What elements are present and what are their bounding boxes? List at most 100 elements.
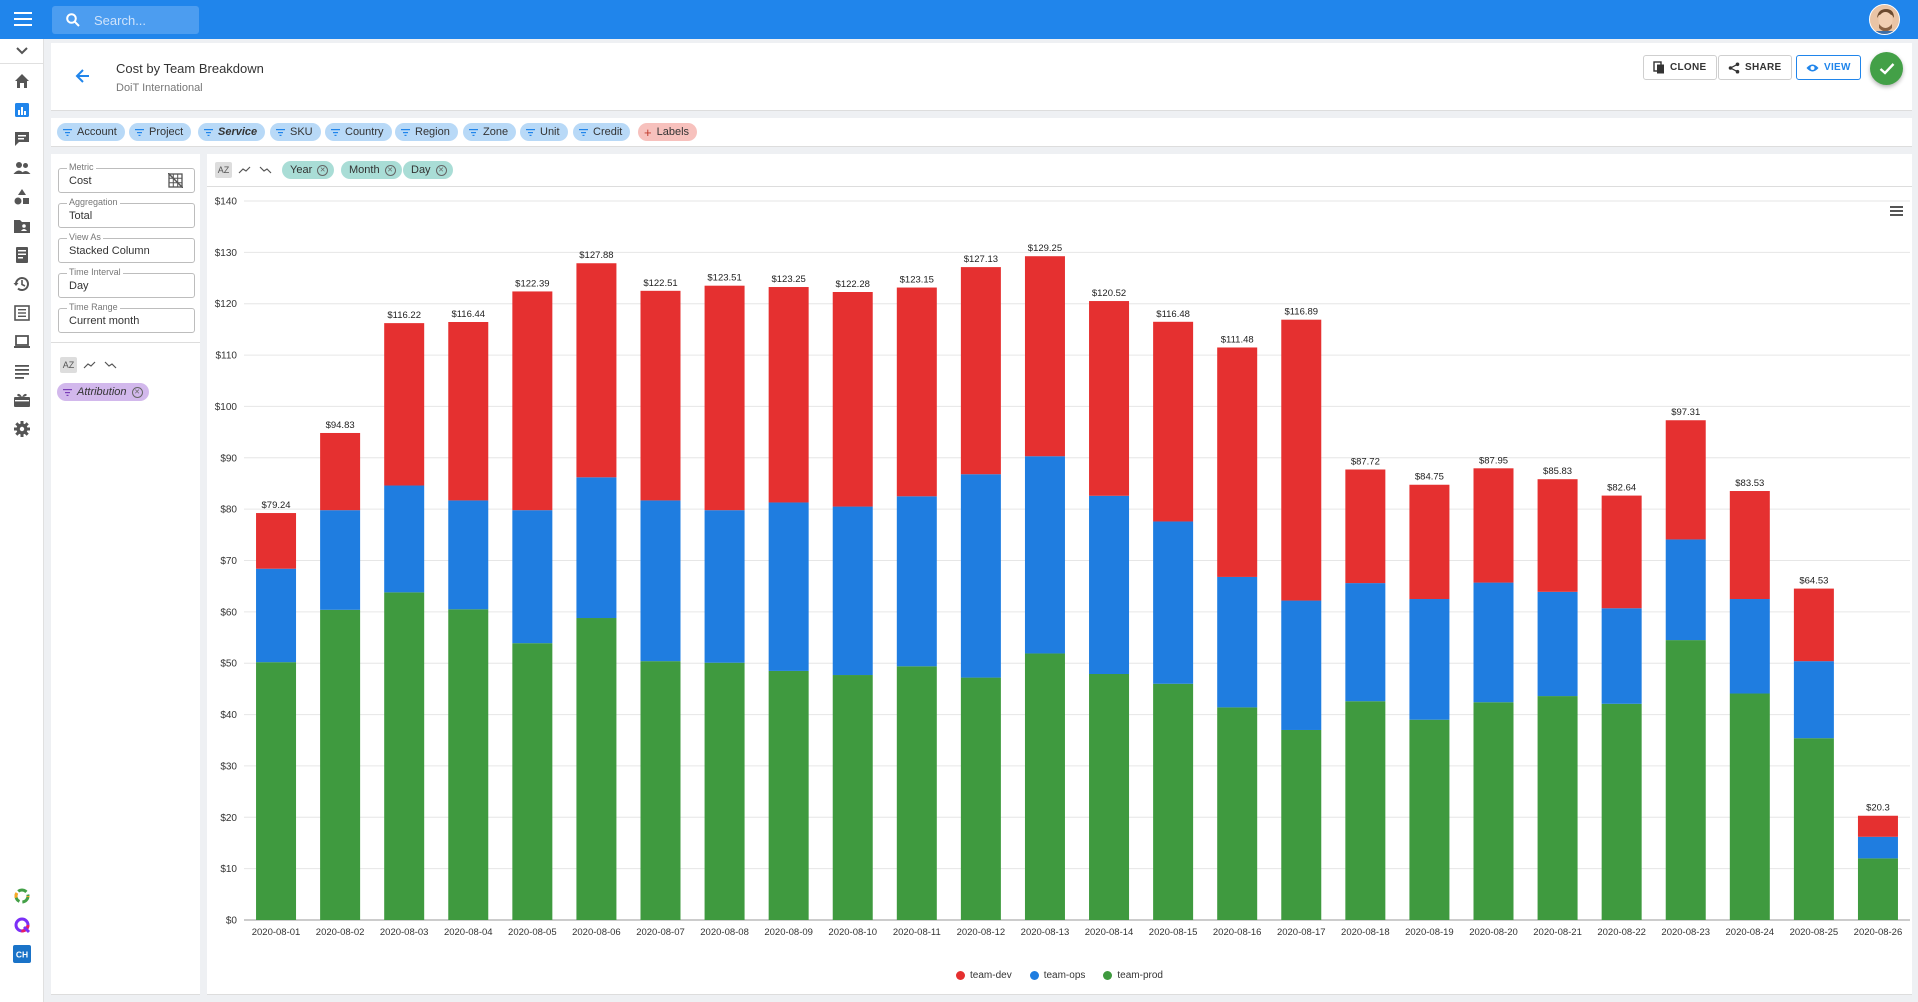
save-check-button[interactable]: [1870, 52, 1903, 85]
filter-chip-zone[interactable]: Zone: [463, 123, 517, 141]
filter-chip-service[interactable]: Service: [198, 123, 266, 141]
reports-icon[interactable]: [13, 101, 31, 119]
search-icon: [66, 13, 80, 27]
bar-total-label: $79.24: [262, 500, 291, 511]
legend-swatch: [1103, 971, 1113, 980]
filter-chip-credit[interactable]: Credit: [573, 123, 631, 141]
people-icon[interactable]: [13, 159, 31, 177]
filter-icon: [526, 128, 535, 136]
laptop-icon[interactable]: [13, 333, 31, 351]
ring-logo-icon[interactable]: [13, 887, 31, 905]
sort-asc-button[interactable]: [236, 162, 253, 178]
bar-segment-team-prod: [512, 643, 553, 920]
grid-off-icon[interactable]: [168, 173, 183, 188]
y-tick-label: $10: [220, 864, 237, 875]
row-chip-day[interactable]: Day ✕: [403, 161, 453, 179]
bar-segment-team-dev: [1857, 815, 1898, 837]
legend-item-team-ops[interactable]: team-ops: [1029, 970, 1085, 981]
back-arrow-icon[interactable]: [73, 66, 93, 86]
filter-chip-account[interactable]: Account: [57, 123, 125, 141]
filter-icon: [276, 128, 285, 136]
sort-desc-button[interactable]: [257, 162, 274, 178]
y-tick-label: $40: [220, 710, 237, 721]
chart-menu-icon[interactable]: [1890, 206, 1903, 217]
remove-chip-icon[interactable]: ✕: [435, 164, 447, 176]
filter-chip-project[interactable]: Project: [129, 123, 192, 141]
bar-segment-team-dev: [1089, 301, 1130, 496]
bar-segment-team-prod: [1153, 683, 1194, 920]
trending-down-icon: [259, 166, 272, 174]
ch-logo-icon[interactable]: CH: [13, 945, 31, 963]
sort-az-button[interactable]: AZ: [60, 357, 77, 373]
filter-chip-label: Project: [149, 126, 184, 138]
metric-select[interactable]: Metric Cost: [58, 162, 195, 193]
labels-chip[interactable]: + Labels: [638, 123, 698, 141]
bar-segment-team-prod: [1281, 729, 1322, 920]
view-button[interactable]: VIEW: [1796, 55, 1861, 80]
plus-icon: +: [644, 124, 652, 140]
bar-segment-team-prod: [1024, 653, 1065, 920]
legend-item-team-prod[interactable]: team-prod: [1103, 970, 1163, 981]
y-tick-label: $50: [220, 659, 237, 670]
search-input[interactable]: [94, 11, 194, 29]
q-logo-icon[interactable]: [13, 916, 31, 934]
bar-segment-team-dev: [448, 321, 489, 501]
legend-label: team-dev: [970, 970, 1012, 981]
x-tick-label: 2020-08-15: [1149, 927, 1198, 938]
receipt-icon[interactable]: [13, 246, 31, 264]
bar-total-label: $116.48: [1156, 309, 1190, 320]
list-icon[interactable]: [13, 304, 31, 322]
row-chip-month[interactable]: Month ✕: [341, 161, 402, 179]
y-tick-label: $90: [220, 453, 237, 464]
page-subtitle: DoiT International: [116, 82, 203, 94]
y-tick-label: $0: [226, 916, 238, 927]
chevron-down-icon[interactable]: [15, 46, 29, 56]
aggregation-select[interactable]: Aggregation Total: [58, 197, 195, 228]
gift-icon[interactable]: [13, 391, 31, 409]
menu-icon[interactable]: [14, 12, 32, 26]
filter-chip-region[interactable]: Region: [395, 123, 458, 141]
attribution-chip[interactable]: Attribution ✕: [57, 383, 149, 401]
time-range-select[interactable]: Time Range Current month: [58, 302, 195, 333]
home-icon[interactable]: [13, 72, 31, 90]
time-interval-select[interactable]: Time Interval Day: [58, 267, 195, 298]
shapes-icon[interactable]: [13, 188, 31, 206]
bar-segment-team-ops: [1473, 582, 1514, 703]
bar-segment-team-dev: [832, 292, 873, 507]
clone-button[interactable]: CLONE: [1643, 55, 1717, 80]
sort-asc-button[interactable]: [81, 357, 98, 373]
chat-icon[interactable]: [13, 130, 31, 148]
x-tick-label: 2020-08-08: [700, 927, 749, 938]
history-icon[interactable]: [13, 275, 31, 293]
remove-chip-icon[interactable]: ✕: [131, 386, 143, 398]
bar-segment-team-dev: [1537, 479, 1578, 592]
bar-total-label: $111.48: [1221, 334, 1254, 345]
bar-segment-team-dev: [896, 287, 937, 497]
legend-swatch: [1029, 971, 1039, 980]
filter-chip-country[interactable]: Country: [325, 123, 392, 141]
remove-chip-icon[interactable]: ✕: [317, 164, 329, 176]
search-box[interactable]: [52, 6, 199, 34]
filter-chip-sku[interactable]: SKU: [270, 123, 321, 141]
field-value: Total: [69, 210, 93, 222]
remove-chip-icon[interactable]: ✕: [384, 164, 396, 176]
sort-desc-button[interactable]: [102, 357, 119, 373]
bar-total-label: $122.39: [515, 278, 549, 289]
filter-chip-unit[interactable]: Unit: [520, 123, 568, 141]
avatar[interactable]: [1869, 4, 1900, 35]
share-button[interactable]: SHARE: [1718, 55, 1792, 80]
left-nav: CH: [0, 39, 44, 1002]
row-grouping-bar: AZ Year ✕ Month ✕ Day ✕: [207, 154, 1912, 187]
legend-item-team-dev[interactable]: team-dev: [956, 970, 1012, 981]
bar-total-label: $83.53: [1735, 478, 1764, 489]
row-chip-year[interactable]: Year ✕: [282, 161, 335, 179]
sort-az-button[interactable]: AZ: [215, 162, 232, 178]
x-tick-label: 2020-08-24: [1726, 927, 1775, 938]
bar-total-label: $85.83: [1543, 466, 1572, 477]
notes-icon[interactable]: [13, 362, 31, 380]
filter-icon: [63, 128, 72, 136]
folder-account-icon[interactable]: [13, 217, 31, 235]
view-as-select[interactable]: View As Stacked Column: [58, 232, 195, 263]
gear-icon[interactable]: [13, 420, 31, 438]
bar-total-label: $116.22: [387, 310, 421, 321]
